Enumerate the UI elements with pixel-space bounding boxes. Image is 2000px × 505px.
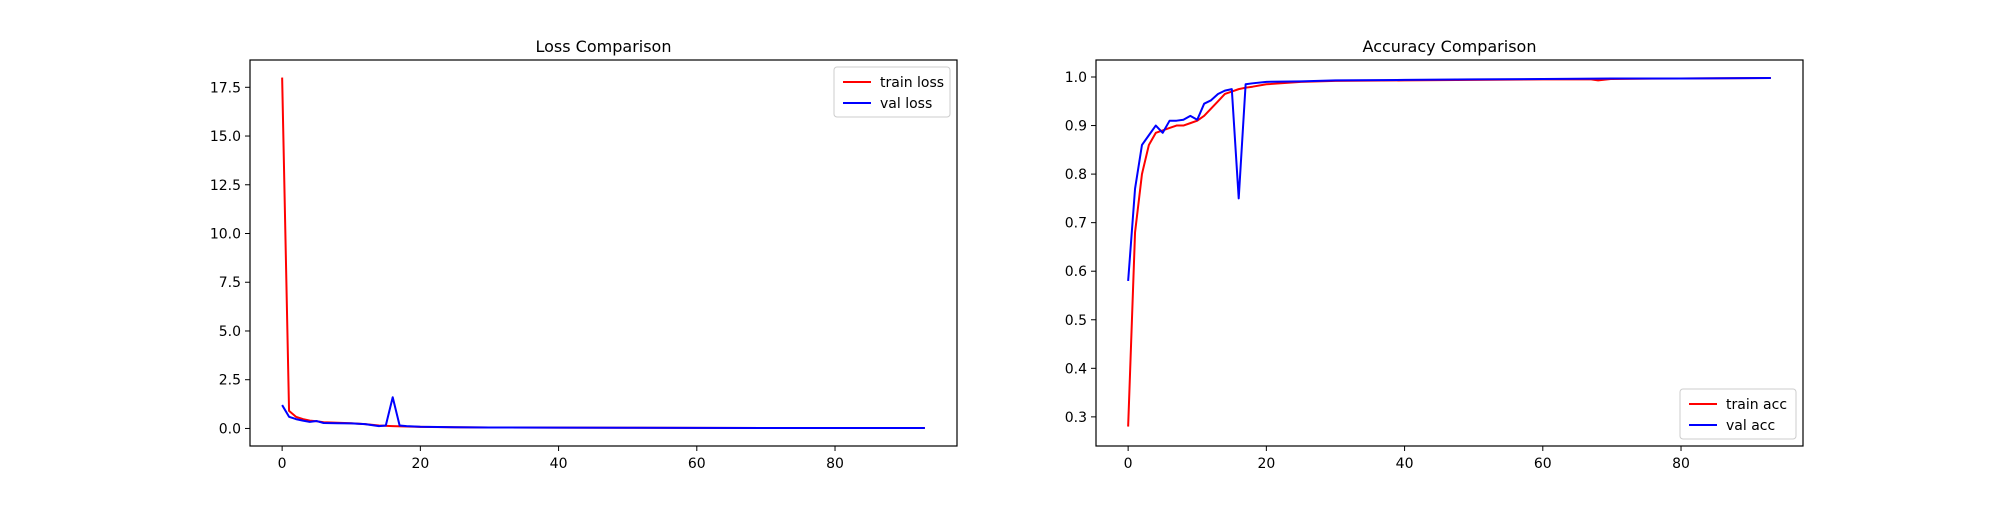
chart-title: Accuracy Comparison <box>1363 37 1537 56</box>
plot-frame <box>249 59 958 447</box>
chart-title: Loss Comparison <box>536 37 672 56</box>
x-tick-label: 60 <box>1534 456 1552 472</box>
y-tick-label: 0.8 <box>1065 167 1087 183</box>
accuracy-comparison-chart: Accuracy Comparison 0 20 40 60 80 0.3 0.4 0.5 0.6… <box>1065 37 1804 472</box>
x-tick-label: 0 <box>278 456 287 472</box>
y-tick-label: 0.0 <box>219 421 241 437</box>
legend-label: train loss <box>880 75 944 91</box>
y-tick-label: 0.7 <box>1065 216 1087 232</box>
legend-label: val loss <box>880 96 932 112</box>
legend-label: train acc <box>1726 397 1787 413</box>
y-tick-label: 0.5 <box>1065 313 1087 329</box>
y-tick-label: 10.0 <box>210 227 241 243</box>
y-tick-label: 15.0 <box>210 129 241 145</box>
val-acc-line <box>1127 76 1771 281</box>
x-tick-label: 80 <box>826 456 844 472</box>
plot-frame <box>1095 59 1804 447</box>
legend-box <box>1679 388 1797 440</box>
y-tick-label: 0.9 <box>1065 119 1087 135</box>
y-tick-label: 17.5 <box>210 80 241 96</box>
y-tick-label: 2.5 <box>219 373 241 389</box>
x-tick-label: 20 <box>1257 456 1275 472</box>
y-tick-label: 7.5 <box>219 275 241 291</box>
x-tick-label: 40 <box>550 456 568 472</box>
train-acc-line <box>1127 76 1771 427</box>
x-tick-label: 20 <box>411 456 429 472</box>
loss-comparison-chart: Loss Comparison 0 20 40 60 80 0.0 2.5 5.0 7.5 10.0… <box>210 37 958 472</box>
x-tick-label: 60 <box>688 456 706 472</box>
y-tick-label: 12.5 <box>210 178 241 194</box>
y-tick-label: 1.0 <box>1065 70 1087 86</box>
x-tick-label: 0 <box>1124 456 1133 472</box>
legend-label: val acc <box>1726 418 1775 434</box>
y-tick-label: 0.6 <box>1065 264 1087 280</box>
x-tick-label: 80 <box>1672 456 1690 472</box>
train-loss-line <box>281 77 925 430</box>
legend-box <box>833 66 951 118</box>
x-tick-label: 40 <box>1396 456 1414 472</box>
y-tick-label: 0.3 <box>1065 410 1087 426</box>
y-tick-label: 5.0 <box>219 324 241 340</box>
val-loss-line <box>281 396 925 430</box>
y-tick-label: 0.4 <box>1065 361 1087 377</box>
